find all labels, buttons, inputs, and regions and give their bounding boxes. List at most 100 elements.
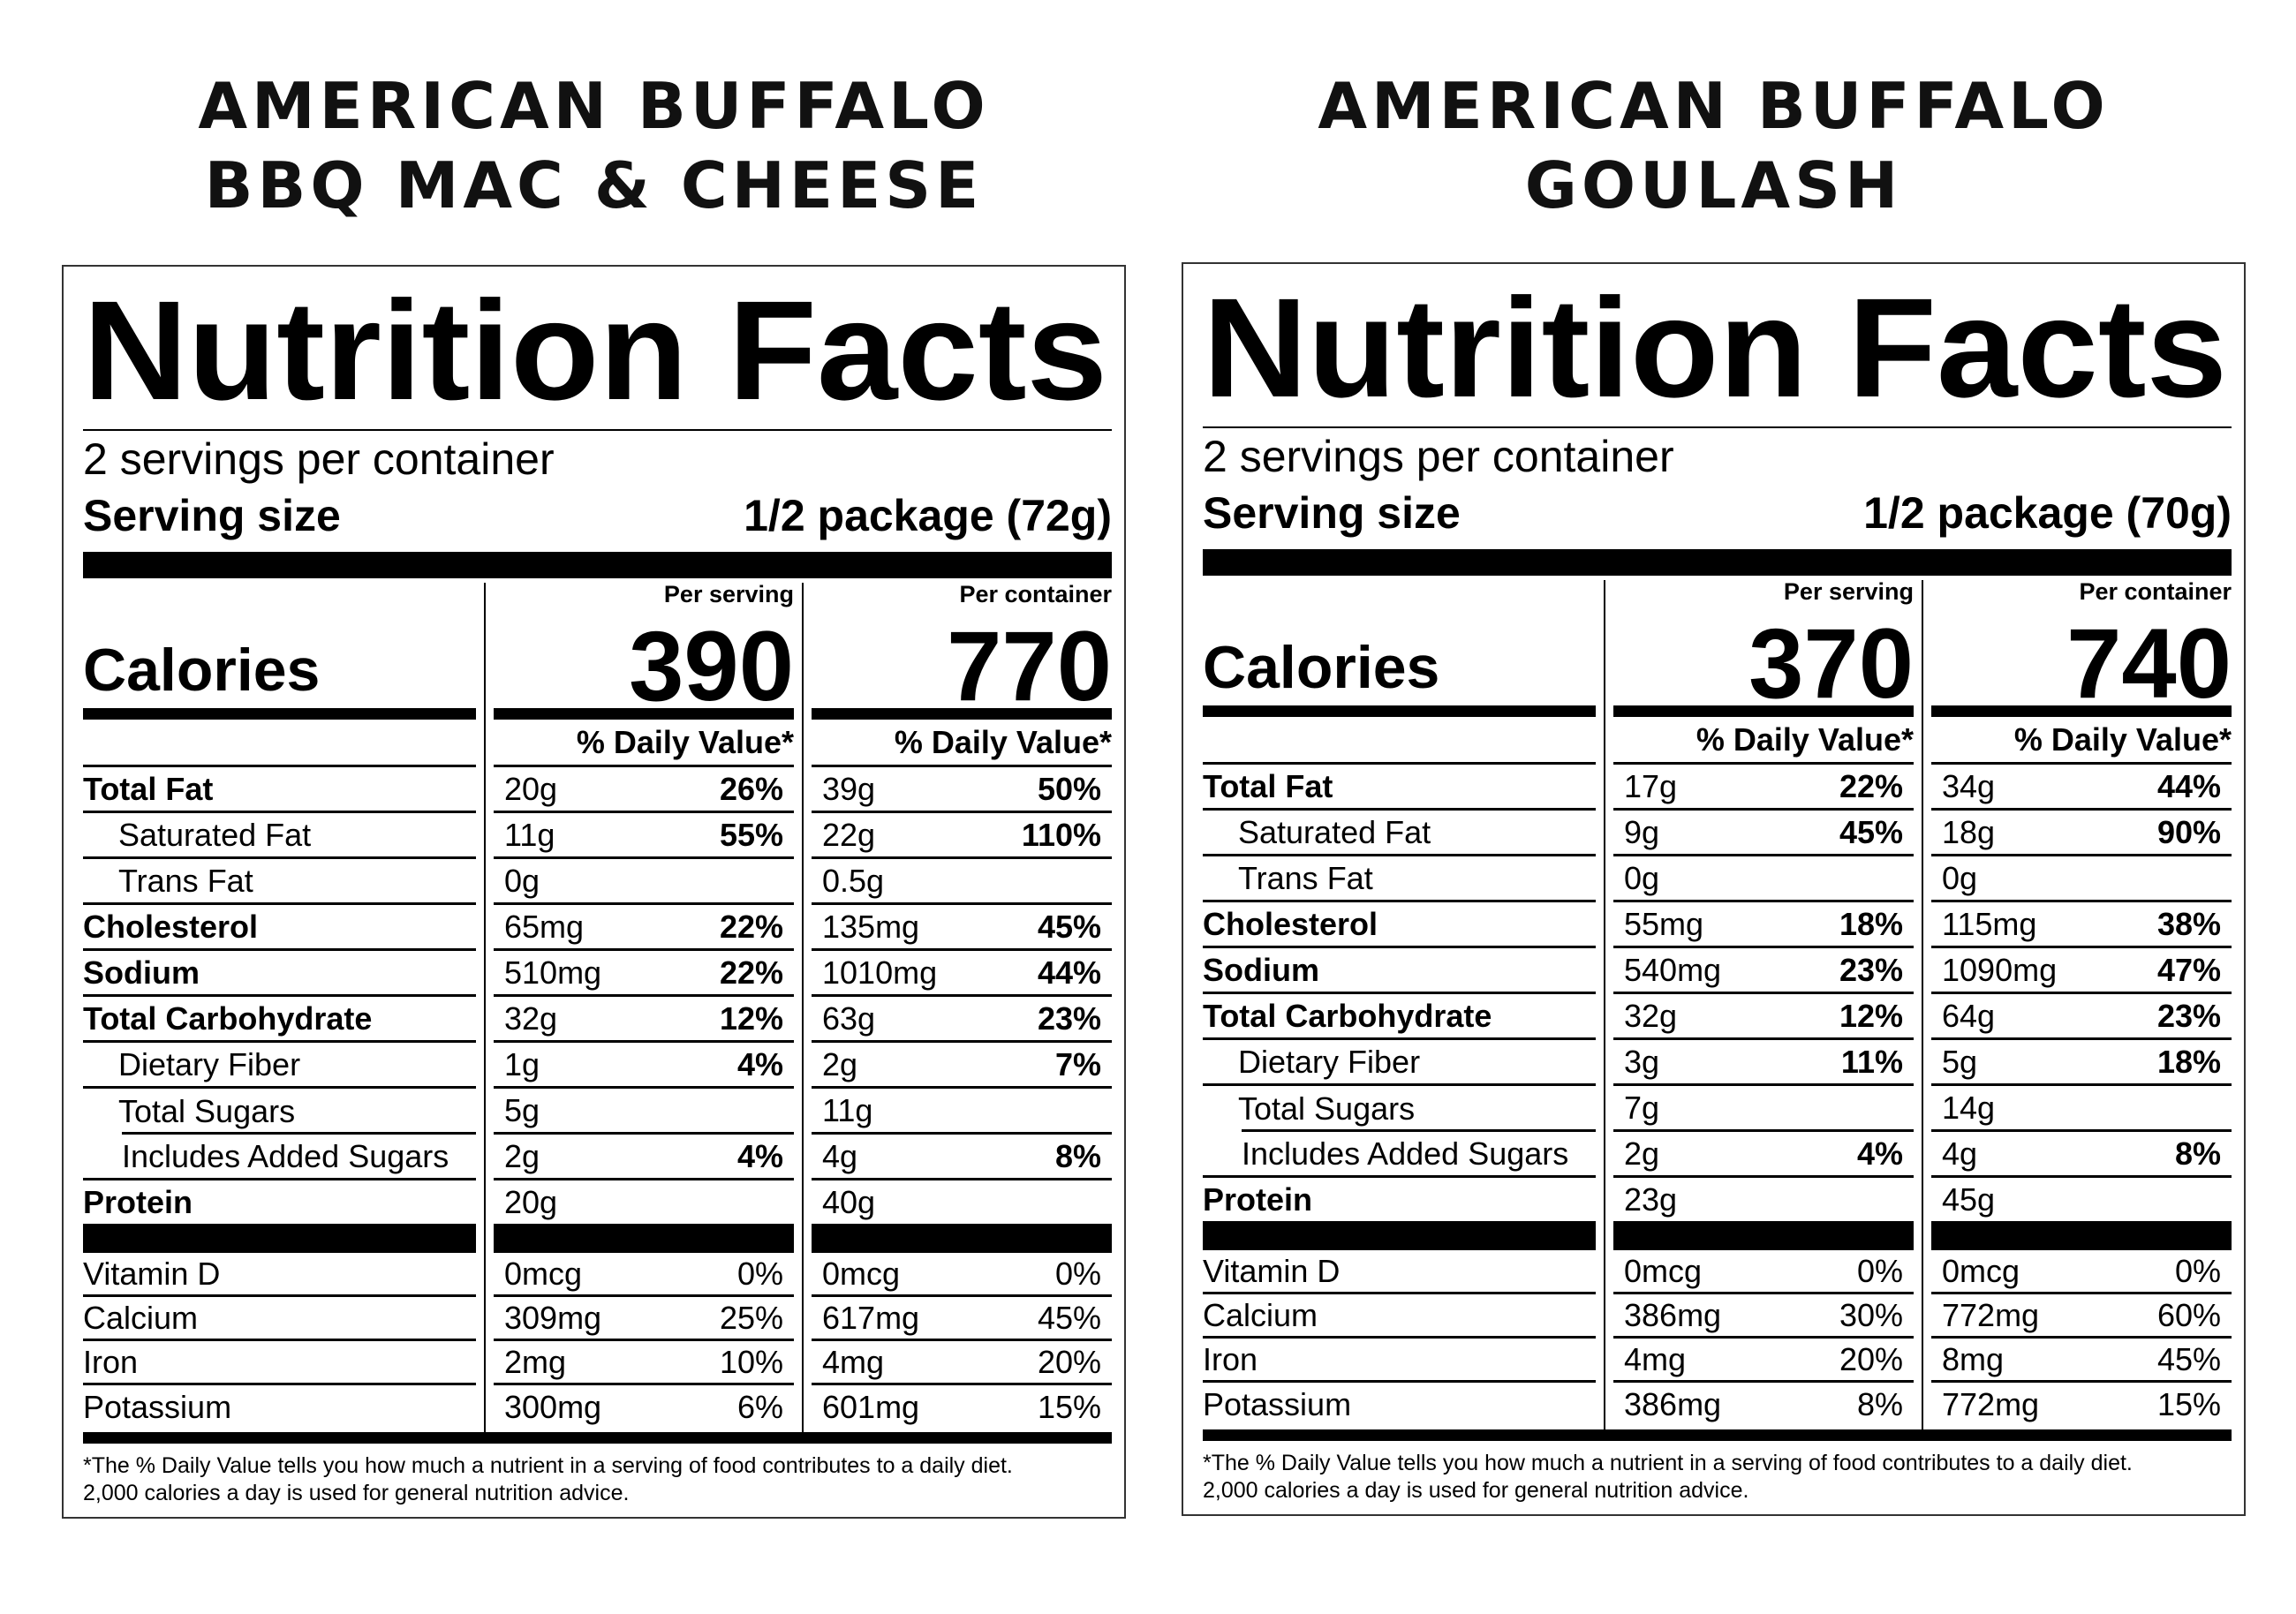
amount: 55mg	[1624, 905, 1704, 942]
nutrient-container-cell: 14g	[1931, 1086, 2232, 1132]
amount: 1g	[504, 1045, 540, 1082]
empty-cell	[83, 720, 476, 767]
nutrient-container-cell: 5g 18%	[1931, 1040, 2232, 1086]
calories-per-serving: 370	[1748, 608, 1914, 719]
nutrient-name: Total Sugars	[1203, 1086, 1596, 1132]
nutrient-serving-cell: 20g	[494, 1180, 794, 1226]
amount: 65mg	[504, 908, 585, 945]
thick-bar	[494, 1226, 794, 1253]
vitamin-serving-cell: 4mg 20%	[1613, 1339, 1914, 1383]
amount: 17g	[1624, 767, 1678, 804]
amount: 34g	[1942, 767, 1996, 804]
daily-value-percent: 22%	[719, 908, 783, 945]
daily-value-percent: 8%	[1856, 1386, 1903, 1422]
nutrient-container-cell: 135mg 45%	[812, 905, 1112, 951]
amount: 39g	[822, 770, 876, 807]
nutrient-name: Total Fat	[83, 767, 476, 813]
daily-value-percent: 22%	[1839, 767, 1903, 804]
amount: 300mg	[504, 1389, 602, 1425]
nutrient-serving-cell: 32g 12%	[494, 997, 794, 1043]
nutrition-facts-heading: Nutrition Facts	[83, 286, 1107, 427]
nutrient-name: Trans Fat	[83, 859, 476, 905]
daily-value-percent: 45%	[1839, 813, 1903, 850]
nutrition-facts-panel: Nutrition Facts 2 servings per container S…	[1182, 262, 2246, 1516]
nutrient-serving-cell: 2g 4%	[1613, 1132, 1914, 1178]
daily-value-percent: 0%	[736, 1255, 783, 1292]
amount: 4mg	[1624, 1340, 1687, 1377]
nutrient-row: Sodium 540mg 23% 1090mg 47%	[1203, 948, 2232, 994]
thick-bar	[1931, 1224, 2232, 1250]
amount: 4g	[822, 1137, 858, 1174]
daily-value-percent: 0%	[1856, 1252, 1903, 1289]
nutrient-serving-cell: 2g 4%	[494, 1135, 794, 1180]
daily-value-percent: 8%	[2174, 1135, 2221, 1172]
vitamin-serving-cell: 386mg 30%	[1613, 1294, 1914, 1339]
nutrient-serving-cell: 32g 12%	[1613, 994, 1914, 1040]
nutrient-row: Trans Fat 0g 0.5g	[83, 859, 1112, 905]
nutrient-row: Total Sugars 7g 14g	[1203, 1086, 2232, 1132]
product-title-line: AMERICAN BUFFALO	[1318, 69, 2110, 143]
nutrient-name: Cholesterol	[83, 905, 476, 951]
amount: 135mg	[822, 908, 920, 945]
nutrient-row: Cholesterol 55mg 18% 115mg 38%	[1203, 902, 2232, 948]
product-title: AMERICAN BUFFALO GOULASH	[1182, 66, 2246, 225]
calories-label-cell: Calories	[1203, 580, 1596, 717]
per-container-label: Per container	[959, 581, 1112, 607]
column-divider	[484, 583, 486, 1432]
nutrient-container-cell: 45g	[1931, 1178, 2232, 1224]
nutrient-row: Dietary Fiber 3g 11% 5g 18%	[1203, 1040, 2232, 1086]
nutrient-table: Calories Per serving 370 Per container 740% …	[1203, 578, 2232, 1429]
bottom-divider	[83, 1432, 1112, 1444]
product-title-line: BBQ MAC & CHEESE	[204, 148, 984, 222]
amount: 1010mg	[822, 954, 938, 991]
vitamin-container-cell: 617mg 45%	[812, 1297, 1112, 1341]
daily-value-percent: 15%	[1037, 1389, 1101, 1425]
vitamin-container-cell: 772mg 15%	[1931, 1383, 2232, 1427]
column-divider	[802, 583, 804, 1432]
daily-value-percent: 0%	[1054, 1255, 1101, 1292]
nutrient-row: Saturated Fat 11g 55% 22g 110%	[83, 813, 1112, 859]
amount: 11g	[504, 816, 555, 853]
daily-value-percent: 38%	[2156, 905, 2221, 942]
daily-value-percent: 11%	[1840, 1043, 1903, 1080]
vitamin-container-cell: 601mg 15%	[812, 1385, 1112, 1429]
nutrient-container-cell: 115mg 38%	[1931, 902, 2232, 948]
daily-value-percent: 20%	[1037, 1343, 1101, 1380]
nutrient-name: Saturated Fat	[1203, 811, 1596, 856]
nutrient-name: Sodium	[1203, 948, 1596, 994]
amount: 40g	[822, 1183, 876, 1220]
nutrient-row: Includes Added Sugars 2g 4% 4g 8%	[1203, 1132, 2232, 1178]
nutrient-container-cell: 0g	[1931, 856, 2232, 902]
serving-size-row: Serving size 1/2 package (72g)	[83, 489, 1112, 542]
nutrient-row: Total Carbohydrate 32g 12% 63g 23%	[83, 997, 1112, 1043]
nutrient-container-cell: 4g 8%	[812, 1135, 1112, 1180]
daily-value-percent: 8%	[1054, 1137, 1101, 1174]
amount: 115mg	[1942, 905, 2037, 942]
calories-per-serving: 390	[629, 611, 794, 721]
amount: 20g	[504, 1183, 558, 1220]
amount: 22g	[822, 816, 876, 853]
amount: 510mg	[504, 954, 602, 991]
vitamin-row: Calcium 386mg 30% 772mg 60%	[1203, 1294, 2232, 1339]
nutrient-serving-cell: 3g 11%	[1613, 1040, 1914, 1086]
nutrient-row: Dietary Fiber 1g 4% 2g 7%	[83, 1043, 1112, 1089]
daily-value-percent: 20%	[1839, 1340, 1903, 1377]
vitamin-serving-cell: 2mg 10%	[494, 1341, 794, 1385]
daily-value-percent: 45%	[1037, 908, 1101, 945]
daily-value-percent: 4%	[1856, 1135, 1903, 1172]
daily-value-percent: 23%	[2156, 997, 2221, 1034]
daily-value-percent: 12%	[1839, 997, 1903, 1034]
vitamin-serving-cell: 386mg 8%	[1613, 1383, 1914, 1427]
amount: 4mg	[822, 1343, 885, 1380]
footnote-line: *The % Daily Value tells you how much a …	[83, 1453, 1013, 1478]
nutrient-container-cell: 0.5g	[812, 859, 1112, 905]
nutrition-facts-heading: Nutrition Facts	[1203, 283, 2227, 425]
nutrient-name: Dietary Fiber	[1203, 1040, 1596, 1086]
amount: 601mg	[822, 1389, 920, 1425]
daily-value-percent: 30%	[1839, 1296, 1903, 1333]
nutrient-name: Protein	[83, 1180, 476, 1226]
amount: 23g	[1624, 1180, 1678, 1218]
daily-value-percent: 23%	[1037, 999, 1101, 1037]
nutrient-name: Total Sugars	[83, 1089, 476, 1135]
serving-size-value: 1/2 package (72g)	[744, 491, 1112, 540]
